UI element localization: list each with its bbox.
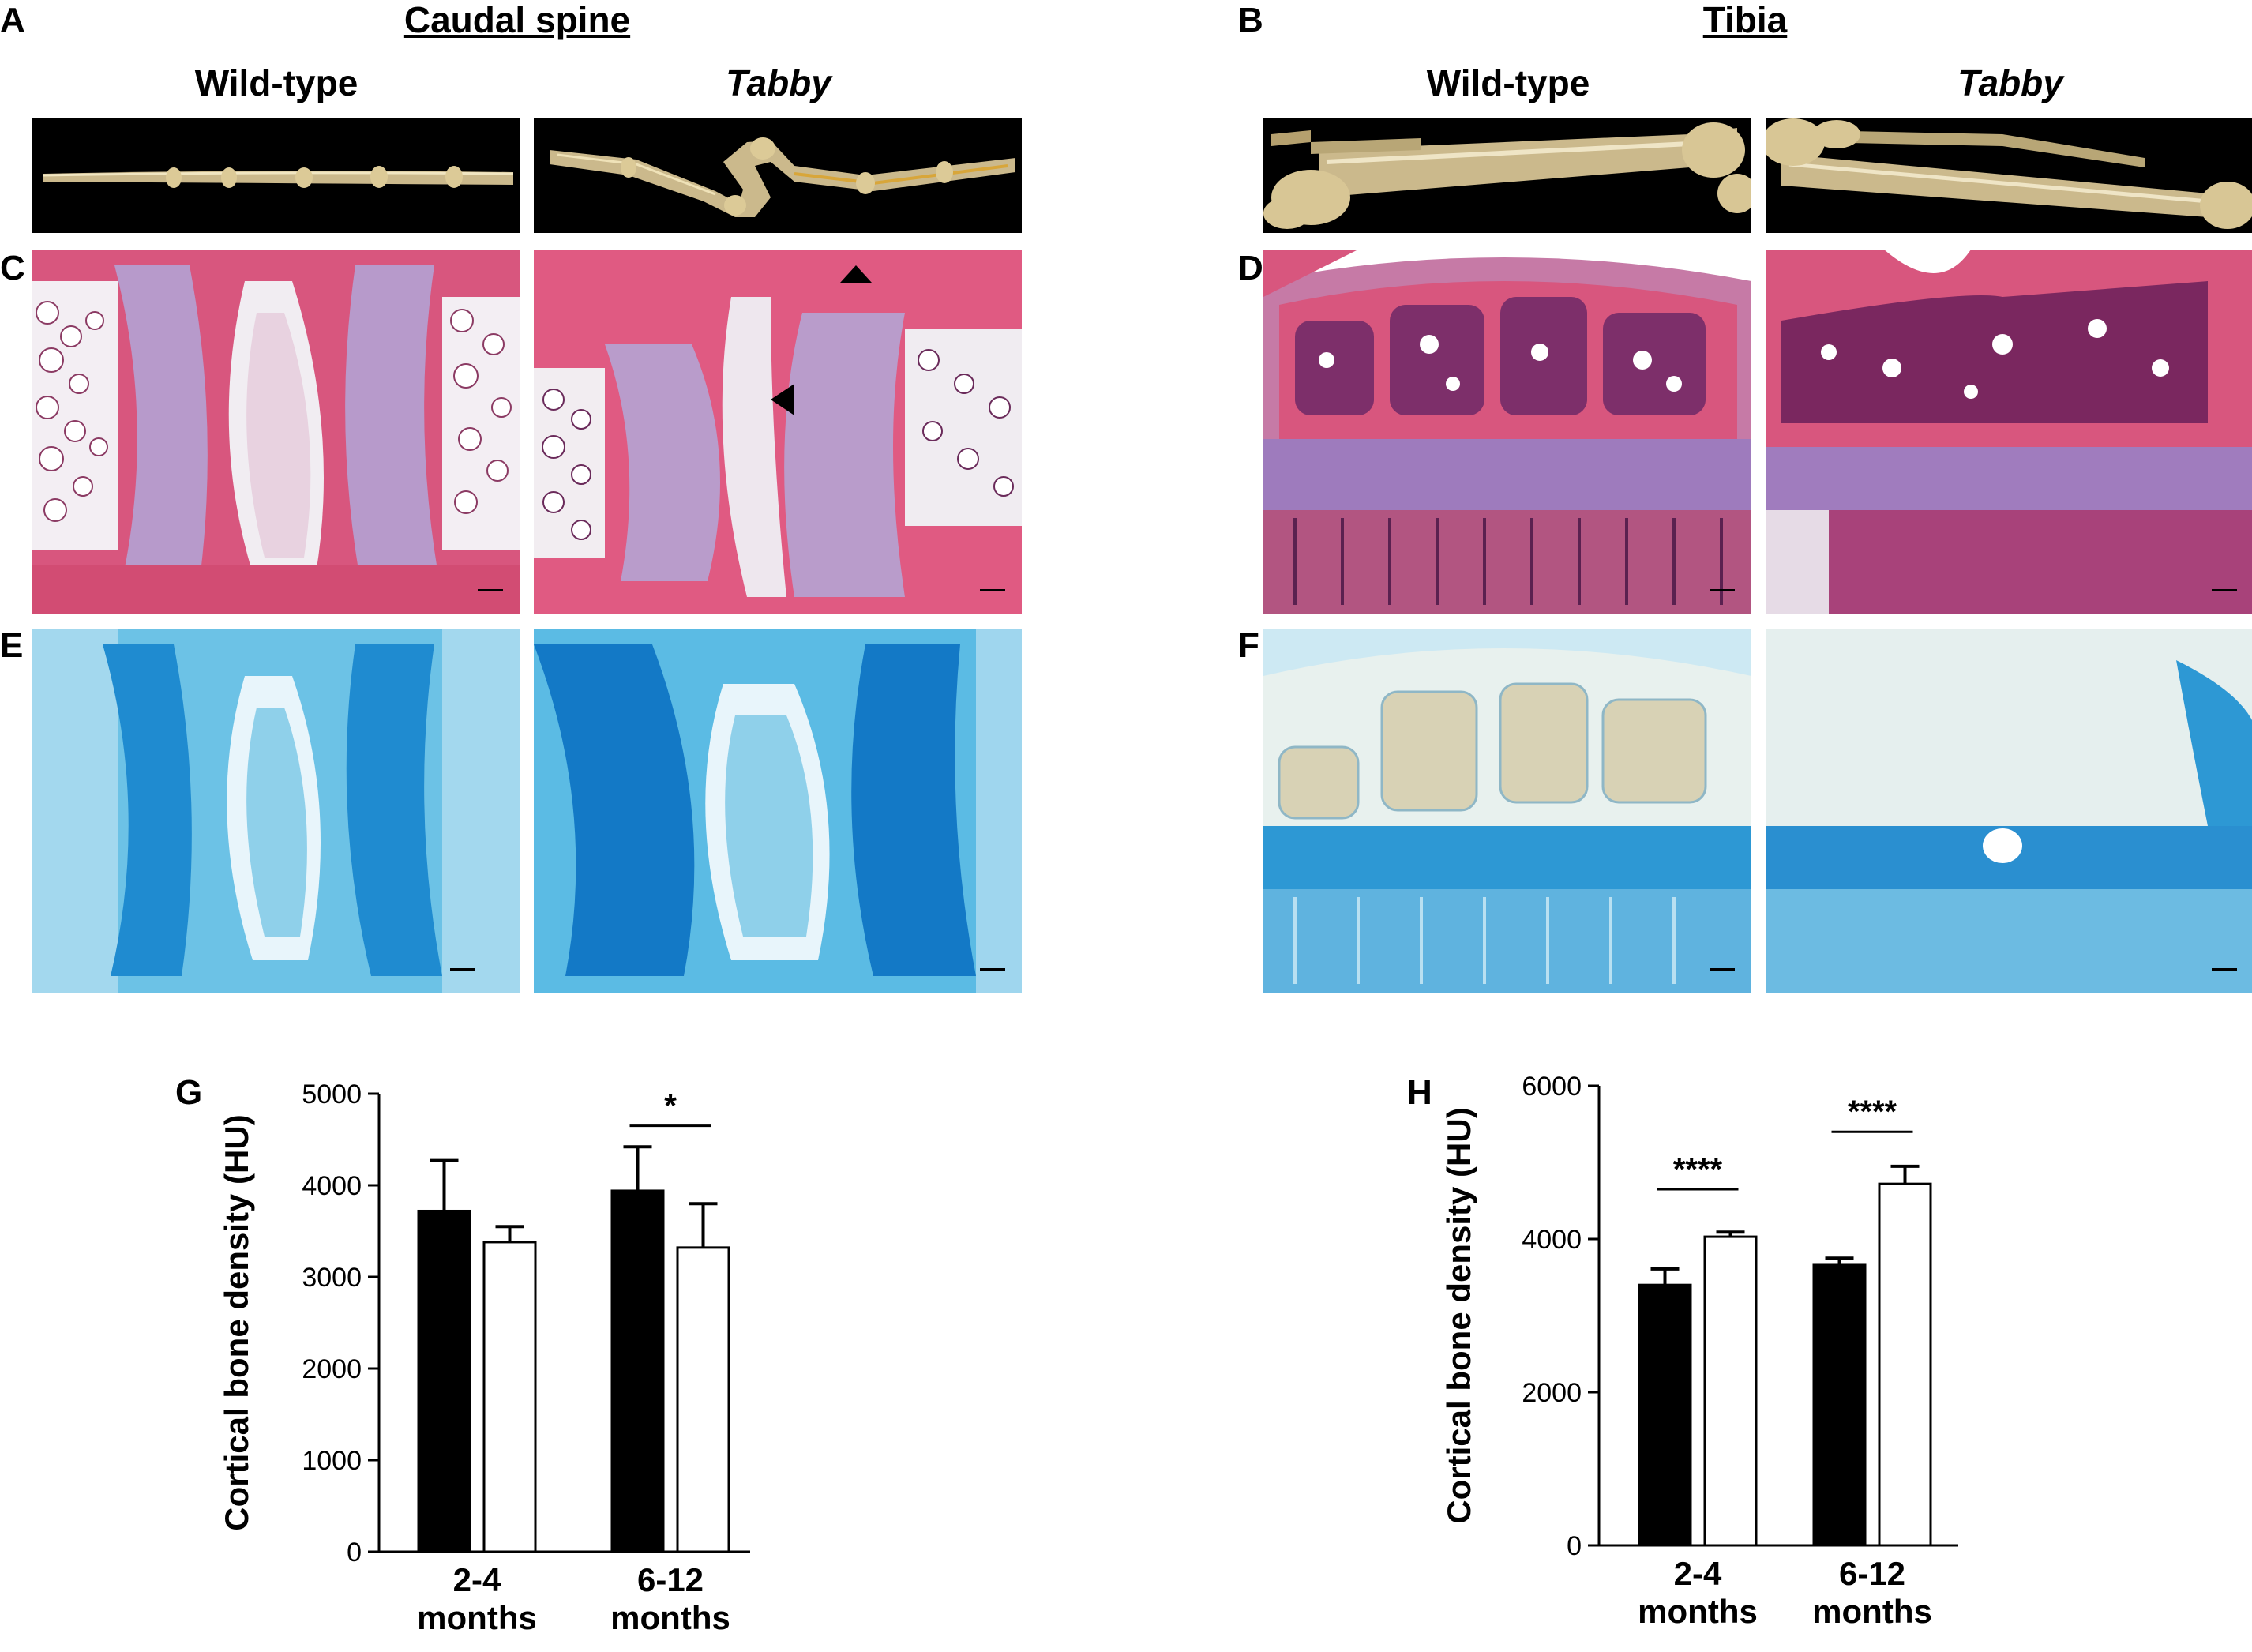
- column-title-wild-type-tibia: Wild-type: [1426, 62, 1590, 103]
- alcian-image-tibia-tabby: [1766, 629, 2252, 993]
- panel-letter-e: E: [0, 626, 24, 665]
- ct-image-spine-wild-type: [32, 118, 520, 233]
- panel-letter-h: H: [1407, 1073, 1432, 1112]
- x-tick-label: 2-4: [1674, 1555, 1722, 1592]
- x-tick-label: months: [610, 1599, 730, 1636]
- bar-series-1-2: [1812, 1263, 1867, 1547]
- section-title-tibia: Tibia: [1702, 0, 1788, 40]
- chart-h: 0 2000 4000 6000 Cortical bone density (HU) 2…: [1440, 1072, 2021, 1648]
- alcian-image-spine-wild-type: [32, 629, 520, 993]
- x-tick-label: months: [1812, 1593, 1932, 1630]
- x-tick-label: 2-4: [453, 1561, 501, 1598]
- panel-letter-d: D: [1238, 249, 1263, 287]
- panel-letter-b: B: [1238, 1, 1263, 39]
- y-tick-label: 3000: [302, 1263, 362, 1293]
- panel-letter-f: F: [1238, 626, 1259, 665]
- he-image-spine-tabby: [534, 250, 1022, 614]
- bar-series-1-2: [610, 1189, 665, 1553]
- y-tick-label: 5000: [302, 1079, 362, 1109]
- column-title-wild-type-spine: Wild-type: [194, 62, 358, 103]
- x-tick-label: months: [1638, 1593, 1758, 1630]
- panel-letter-g: G: [175, 1073, 203, 1112]
- chart-g-svg: 0 1000 2000 3000 4000 5000 Cortical bone densi…: [218, 1079, 750, 1636]
- alcian-image-tibia-wild-type: [1263, 629, 1751, 993]
- y-tick-label: 4000: [1522, 1225, 1582, 1255]
- significance-label: *: [664, 1089, 677, 1124]
- y-tick-label: 6000: [1522, 1072, 1582, 1102]
- bar-series-2-2: [676, 1246, 730, 1553]
- y-tick-label: 0: [1567, 1531, 1582, 1561]
- panel-letter-a: A: [0, 1, 25, 39]
- y-axis-label: Cortical bone density (HU): [1440, 1107, 1477, 1523]
- arrowhead-marker: [840, 265, 872, 283]
- ct-image-tibia-tabby: [1766, 118, 2252, 233]
- panel-letter-c: C: [0, 249, 25, 287]
- y-tick-label: 4000: [302, 1171, 362, 1201]
- y-tick-label: 2000: [302, 1354, 362, 1384]
- y-tick-label: 1000: [302, 1446, 362, 1476]
- bar-series-2-2: [1878, 1182, 1932, 1547]
- x-tick-label: 6-12: [1839, 1555, 1905, 1592]
- he-image-tibia-wild-type: [1263, 250, 1751, 614]
- column-title-tabby-spine: Tabby: [726, 62, 831, 103]
- bar-series-2-1: [482, 1241, 537, 1553]
- significance-label: ****: [1673, 1152, 1723, 1187]
- alcian-image-spine-tabby: [534, 629, 1022, 993]
- bar-series-1-1: [1638, 1283, 1692, 1547]
- he-image-tibia-tabby: [1766, 250, 2252, 614]
- section-title-caudal-spine: Caudal spine: [403, 0, 631, 40]
- column-title-tabby-tibia: Tabby: [1957, 62, 2063, 103]
- x-tick-label: 6-12: [637, 1561, 704, 1598]
- he-image-spine-wild-type: [32, 250, 520, 614]
- ct-image-spine-tabby: [534, 118, 1022, 233]
- y-axis-label: Cortical bone density (HU): [218, 1114, 255, 1530]
- significance-label: ****: [1848, 1094, 1897, 1129]
- bar-series-2-1: [1703, 1235, 1758, 1547]
- y-tick-label: 2000: [1522, 1378, 1582, 1408]
- chart-h-svg: 0 2000 4000 6000 Cortical bone density (HU) 2…: [1440, 1072, 1958, 1630]
- bar-series-1-1: [417, 1209, 471, 1553]
- ct-image-tibia-wild-type: [1263, 118, 1751, 233]
- x-tick-label: months: [417, 1599, 537, 1636]
- chart-g: 0 1000 2000 3000 4000 5000 Cortical bone densi…: [218, 1074, 790, 1648]
- y-tick-label: 0: [347, 1537, 362, 1568]
